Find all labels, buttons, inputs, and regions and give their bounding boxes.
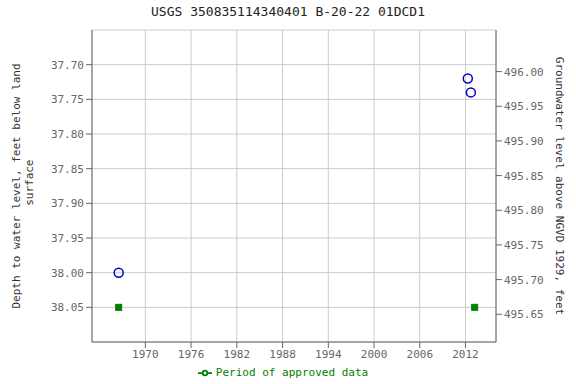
svg-text:495.65: 495.65 xyxy=(504,308,544,321)
svg-text:1976: 1976 xyxy=(178,348,205,361)
svg-text:1994: 1994 xyxy=(315,348,342,361)
svg-text:2000: 2000 xyxy=(361,348,388,361)
svg-text:495.80: 495.80 xyxy=(504,204,544,217)
svg-text:495.75: 495.75 xyxy=(504,239,544,252)
svg-text:38.00: 38.00 xyxy=(51,267,84,280)
svg-text:Depth to water level, feet bel: Depth to water level, feet below land su… xyxy=(10,63,36,308)
svg-text:37.80: 37.80 xyxy=(51,128,84,141)
svg-text:495.95: 495.95 xyxy=(504,100,544,113)
svg-text:1970: 1970 xyxy=(132,348,159,361)
svg-text:38.05: 38.05 xyxy=(51,301,84,314)
svg-text:496.00: 496.00 xyxy=(504,66,544,79)
svg-text:37.85: 37.85 xyxy=(51,163,84,176)
svg-text:2006: 2006 xyxy=(407,348,434,361)
svg-text:37.75: 37.75 xyxy=(51,93,84,106)
svg-text:2012: 2012 xyxy=(452,348,479,361)
svg-text:495.85: 495.85 xyxy=(504,170,544,183)
html-text:USGS 350835114340401 B-20-22 0: USGS 350835114340401 B-20-22 01DCD1 xyxy=(151,4,425,19)
svg-text:1982: 1982 xyxy=(224,348,251,361)
svg-text:37.90: 37.90 xyxy=(51,197,84,210)
svg-text:1988: 1988 xyxy=(269,348,296,361)
svg-text:495.90: 495.90 xyxy=(504,135,544,148)
html-text:Period of approved data: Period of approved data xyxy=(215,366,369,379)
svg-text:37.70: 37.70 xyxy=(51,59,84,72)
svg-text:Groundwater level above NGVD 1: Groundwater level above NGVD 1929, feet xyxy=(553,57,566,315)
svg-text:495.70: 495.70 xyxy=(504,274,544,287)
svg-text:37.95: 37.95 xyxy=(51,232,84,245)
